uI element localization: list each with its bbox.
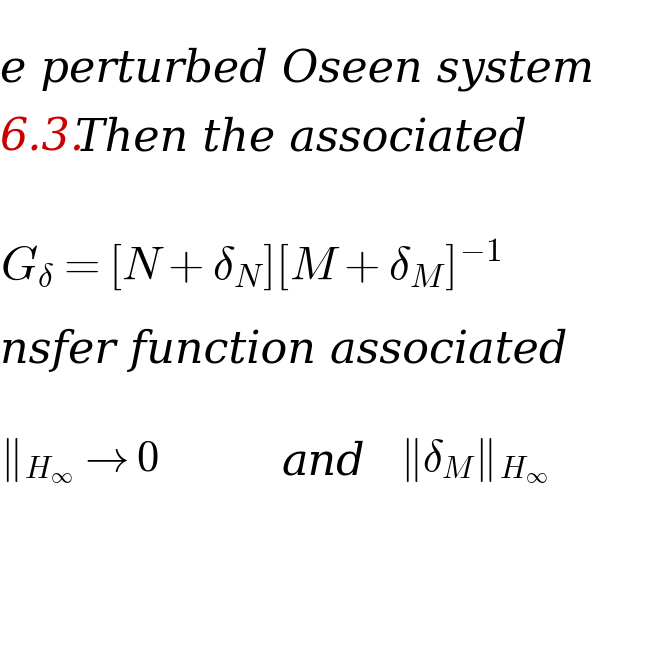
- Text: $G_\delta = [N + \delta_N][M + \delta_M]^{-1}$: $G_\delta = [N + \delta_N][M + \delta_M]…: [0, 237, 501, 293]
- Text: e perturbed Oseen system: e perturbed Oseen system: [0, 47, 594, 90]
- Text: nsfer function associated: nsfer function associated: [0, 329, 567, 372]
- Text: 6.3.: 6.3.: [0, 116, 85, 159]
- Text: $\|\delta_M\|_{H_\infty}$: $\|\delta_M\|_{H_\infty}$: [400, 437, 547, 487]
- Text: Then the associated: Then the associated: [75, 116, 527, 159]
- Text: $\|_{H_\infty} \to 0$: $\|_{H_\infty} \to 0$: [0, 437, 159, 487]
- Text: and: and: [282, 440, 365, 483]
